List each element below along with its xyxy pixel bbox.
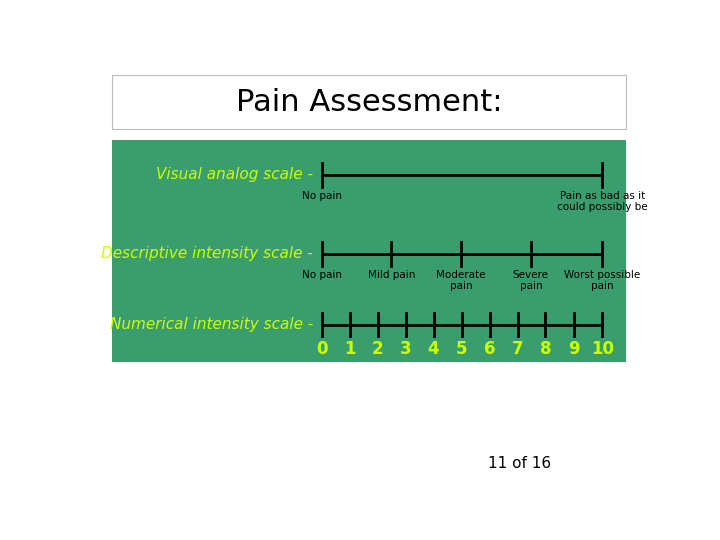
Text: 2: 2 (372, 341, 383, 359)
Text: No pain: No pain (302, 270, 341, 280)
Text: Numerical intensity scale -: Numerical intensity scale - (110, 317, 313, 332)
Text: 7: 7 (512, 341, 523, 359)
Text: 3: 3 (400, 341, 411, 359)
Text: 9: 9 (567, 341, 580, 359)
Text: 4: 4 (428, 341, 439, 359)
Text: 11 of 16: 11 of 16 (488, 456, 552, 471)
Text: Pain as bad as it
could possibly be: Pain as bad as it could possibly be (557, 191, 647, 212)
FancyBboxPatch shape (112, 140, 626, 362)
Text: Worst possible
pain: Worst possible pain (564, 270, 640, 292)
Text: 6: 6 (484, 341, 495, 359)
Text: 10: 10 (590, 341, 613, 359)
FancyBboxPatch shape (112, 75, 626, 129)
Text: 0: 0 (316, 341, 328, 359)
Text: No pain: No pain (302, 191, 341, 201)
Text: Pain Assessment:: Pain Assessment: (235, 87, 503, 117)
Text: Moderate
pain: Moderate pain (436, 270, 486, 292)
Text: Visual analog scale -: Visual analog scale - (156, 167, 313, 183)
Text: Mild pain: Mild pain (368, 270, 415, 280)
Text: 8: 8 (540, 341, 552, 359)
Text: 5: 5 (456, 341, 467, 359)
Text: 1: 1 (344, 341, 356, 359)
Text: Descriptive intensity scale -: Descriptive intensity scale - (102, 246, 313, 261)
Text: Severe
pain: Severe pain (513, 270, 549, 292)
